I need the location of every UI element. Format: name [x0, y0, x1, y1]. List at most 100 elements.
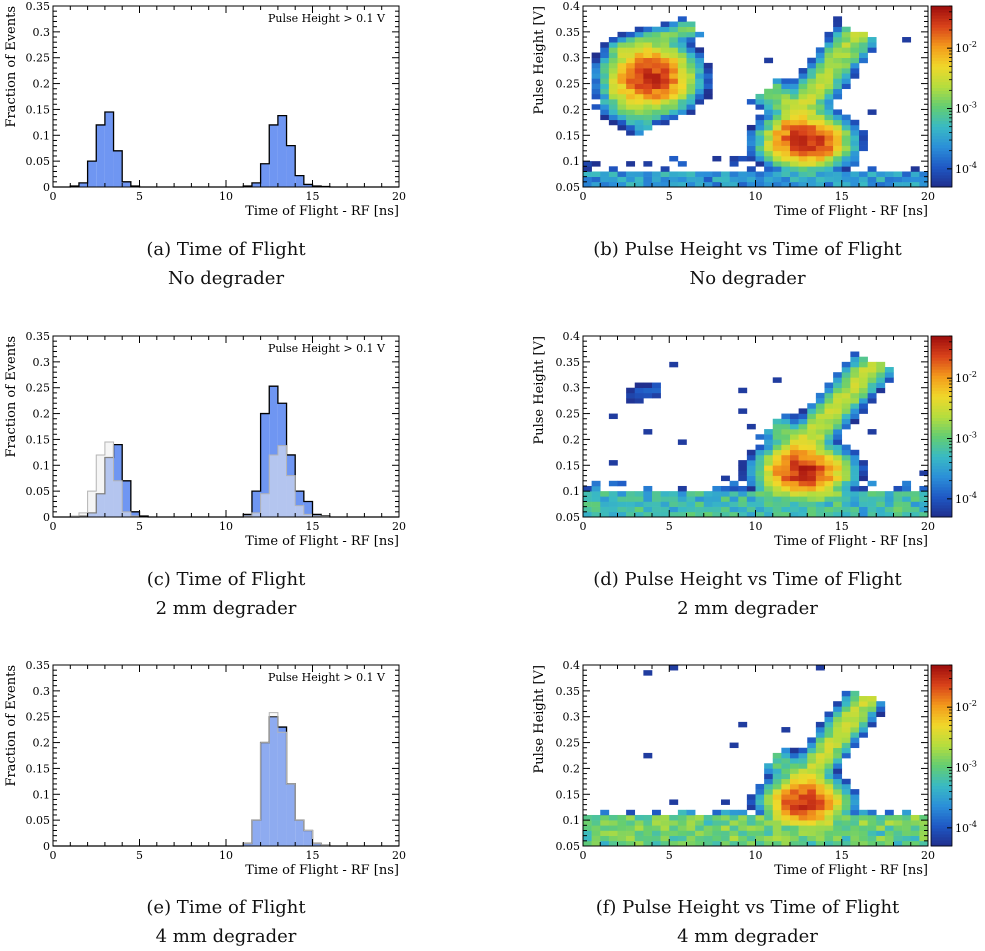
heatmap-cell	[867, 706, 877, 712]
heatmap-cell	[850, 372, 860, 378]
heatmap-cell	[583, 820, 592, 826]
x-tick-label: 5	[666, 190, 673, 203]
heatmap-cell	[686, 840, 696, 847]
heatmap-cell	[807, 104, 817, 110]
colorbar-segment	[931, 24, 952, 28]
heatmap-cell	[859, 387, 868, 394]
heatmap-cell	[677, 68, 687, 74]
heatmap-cell	[884, 511, 894, 518]
heatmap-cell	[608, 820, 618, 826]
heatmap-cell	[841, 73, 851, 79]
heatmap-cell	[859, 145, 868, 152]
y-tick-label: 0.25	[556, 78, 581, 91]
heatmap-cell	[600, 496, 610, 502]
heatmap-cell	[772, 88, 782, 95]
heatmap-cell	[686, 814, 696, 821]
heatmap-cell	[893, 501, 903, 507]
heatmap-cell	[772, 444, 782, 451]
heatmap-cell	[746, 465, 756, 471]
series-reference	[53, 712, 399, 847]
heatmap-cell	[781, 114, 791, 121]
heatmap-cell	[703, 820, 713, 826]
heatmap-cell	[790, 444, 799, 451]
heatmap-cell	[841, 840, 851, 847]
heatmap-cell	[867, 171, 877, 177]
heatmap-cell	[669, 181, 679, 188]
colorbar-segment	[931, 474, 952, 479]
heatmap-cell	[669, 171, 679, 177]
heatmap-cell	[910, 491, 920, 497]
colorbar-segment	[931, 18, 952, 22]
heatmap-cell	[841, 68, 851, 74]
heatmap-cell	[833, 721, 843, 728]
heatmap-cell	[772, 491, 782, 497]
heatmap-cell	[703, 491, 713, 497]
heatmap-cell	[755, 130, 765, 136]
heatmap-cell	[824, 752, 834, 759]
heatmap-cell	[807, 150, 817, 157]
heatmap-cell	[746, 814, 756, 821]
heatmap-cell	[833, 444, 843, 451]
chart-caption-a: (a) Time of Flight No degrader	[0, 235, 452, 293]
heatmap-cell	[876, 840, 886, 847]
heatmap-cell	[746, 124, 756, 131]
chart-panel-a: 0 5 10 15 20 0 0.05 0.1 0.15 0.2 0.25 0.3 0.35 Time o…	[0, 0, 420, 230]
heatmap-cell	[755, 104, 765, 110]
heatmap-cell	[721, 501, 730, 507]
heatmap-cell	[798, 104, 808, 110]
heatmap-cell	[850, 727, 860, 733]
heatmap-cell	[626, 176, 636, 183]
heatmap-cell	[764, 460, 774, 466]
heatmap-cell	[790, 181, 799, 188]
heatmap-cell	[764, 114, 774, 121]
bar	[251, 182, 261, 187]
heatmap-cell	[850, 171, 860, 177]
heatmap-cell	[772, 176, 782, 183]
heatmap-cell	[833, 429, 843, 435]
colorbar-segment	[931, 468, 952, 473]
heatmap-cell	[772, 135, 782, 141]
heatmap-cell	[859, 181, 868, 188]
heatmap-cell	[764, 454, 774, 461]
heatmap-cell	[815, 78, 825, 84]
heatmap-cell	[591, 480, 601, 487]
heatmap-cell	[841, 166, 851, 172]
heatmap-cell	[798, 181, 808, 188]
heatmap-cell	[677, 37, 687, 43]
heatmap-cell	[652, 835, 661, 842]
colorbar-segment	[931, 183, 952, 188]
heatmap-cell	[652, 176, 661, 183]
heatmap-cell	[677, 42, 687, 48]
heatmap-cell	[772, 460, 782, 466]
heatmap-cell	[867, 166, 877, 172]
heatmap-cell	[703, 171, 713, 177]
heatmap-cell	[643, 840, 653, 847]
heatmap-cell	[686, 93, 696, 100]
heatmap-cell	[824, 768, 834, 774]
heatmap-cell	[712, 506, 722, 513]
colorbar-segment	[931, 791, 952, 796]
heatmap-cell	[634, 501, 644, 507]
heatmap-cell	[902, 176, 912, 183]
heatmap-cell	[643, 109, 653, 115]
heatmap-cell	[764, 825, 774, 831]
heatmap-cell	[617, 88, 627, 95]
y-tick-label: 0.3	[33, 685, 51, 698]
y-tick-label: 0.35	[26, 0, 51, 13]
heatmap-cell	[695, 83, 705, 90]
heatmap-cell	[643, 506, 653, 513]
heatmap-cell	[859, 403, 868, 409]
colorbar-segment	[931, 477, 952, 482]
colorbar-segment	[931, 111, 952, 116]
annotation-text: Pulse Height > 0.1 V	[268, 342, 386, 355]
heatmap-cell	[712, 496, 722, 502]
bar	[96, 124, 105, 187]
heatmap-cell	[841, 799, 851, 805]
heatmap-cell	[617, 820, 627, 826]
heatmap-cell	[591, 104, 601, 110]
heatmap-cell	[600, 830, 610, 836]
heatmap-cell	[721, 799, 730, 805]
heatmap-cell	[781, 511, 791, 518]
heatmap-cell	[608, 511, 618, 518]
heatmap-cell	[669, 37, 679, 43]
